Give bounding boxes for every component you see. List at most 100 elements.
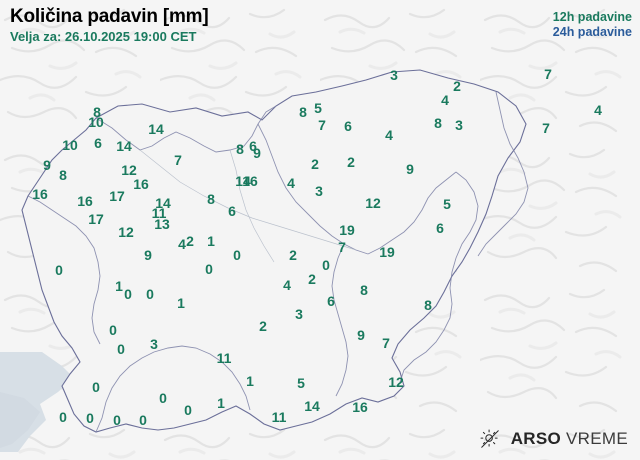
station-value: 14	[155, 195, 171, 211]
station-value: 8	[434, 115, 442, 131]
station-value: 0	[109, 322, 117, 338]
station-value: 3	[295, 306, 303, 322]
station-value: 0	[86, 410, 94, 426]
station-value: 17	[109, 188, 125, 204]
station-value: 7	[382, 335, 390, 351]
station-value: 4	[441, 92, 449, 108]
station-value: 16	[133, 176, 149, 192]
station-value: 5	[443, 196, 451, 212]
map-header: Količina padavin [mm] Velja za: 26.10.20…	[10, 6, 209, 45]
station-value: 7	[318, 117, 326, 133]
station-value: 6	[327, 293, 335, 309]
station-value: 4	[283, 277, 291, 293]
station-value: 14	[304, 398, 320, 414]
station-value: 2	[186, 233, 194, 249]
station-value: 8	[236, 141, 244, 157]
station-value: 1	[177, 295, 185, 311]
slovenia-border	[21, 69, 527, 433]
station-value: 9	[144, 247, 152, 263]
station-value: 6	[228, 203, 236, 219]
station-value: 16	[352, 399, 368, 415]
station-value: 9	[357, 327, 365, 343]
station-value: 2	[347, 154, 355, 170]
station-value: 4	[385, 127, 393, 143]
station-value: 9	[253, 145, 261, 161]
internal-borders	[27, 91, 529, 433]
station-value: 0	[113, 412, 121, 428]
station-value: 10	[62, 137, 78, 153]
station-value: 8	[59, 167, 67, 183]
station-value: 16	[242, 173, 258, 189]
station-value: 16	[77, 193, 93, 209]
legend: 12h padavine 24h padavine	[553, 10, 632, 40]
station-value: 8	[424, 297, 432, 313]
station-value: 0	[139, 412, 147, 428]
sun-cloud-icon	[480, 429, 499, 448]
station-value: 17	[88, 211, 104, 227]
brand-suffix: VREME	[561, 429, 628, 448]
station-value: 13	[154, 216, 170, 232]
legend-item-12h: 12h padavine	[552, 10, 632, 24]
brand-name: ARSO	[510, 429, 562, 448]
station-value: 11	[216, 350, 232, 366]
station-value: 9	[406, 161, 414, 177]
brand-text: ARSO VREME	[511, 429, 628, 449]
station-value: 6	[344, 118, 352, 134]
station-value: 1	[207, 233, 215, 249]
station-value: 2	[259, 318, 267, 334]
station-value: 8	[93, 104, 101, 120]
station-value: 12	[121, 162, 137, 178]
station-value: 10	[88, 114, 104, 130]
station-value: 1	[246, 373, 254, 389]
arso-brand: ARSO VREME	[479, 428, 628, 450]
station-value: 14	[148, 121, 164, 137]
station-value: 0	[92, 379, 100, 395]
legend-item-24h: 24h padavine	[552, 25, 632, 39]
station-value: 19	[339, 222, 355, 238]
station-value: 9	[43, 157, 51, 173]
station-value: 8	[207, 191, 215, 207]
station-value: 5	[297, 375, 305, 391]
station-value: 3	[150, 336, 158, 352]
station-value: 19	[379, 244, 395, 260]
valid-time-label: Velja za: 26.10.2025 19:00 CET	[10, 29, 197, 44]
station-value: 12	[365, 195, 381, 211]
station-value: 0	[184, 402, 192, 418]
station-value: 1	[217, 395, 225, 411]
station-value: 3	[315, 183, 323, 199]
station-value: 0	[322, 257, 330, 273]
station-value: 7	[338, 239, 346, 255]
station-value: 3	[390, 67, 398, 83]
sea-shading	[0, 392, 40, 448]
station-value: 8	[360, 282, 368, 298]
station-value: 0	[233, 247, 241, 263]
station-value: 7	[544, 66, 552, 82]
station-value: 7	[542, 120, 550, 136]
station-value: 0	[159, 390, 167, 406]
station-value: 2	[311, 156, 319, 172]
station-value: 6	[249, 138, 257, 154]
station-value: 2	[453, 78, 461, 94]
station-value: 6	[436, 220, 444, 236]
station-value: 0	[146, 286, 154, 302]
station-value: 4	[287, 175, 295, 191]
station-value: 1	[115, 278, 123, 294]
station-value: 2	[308, 271, 316, 287]
station-value: 0	[124, 286, 132, 302]
station-value: 0	[117, 341, 125, 357]
station-value: 12	[388, 374, 404, 390]
station-value: 11	[271, 409, 287, 425]
station-value: 14	[116, 138, 132, 154]
station-value: 5	[314, 100, 322, 116]
station-value: 3	[455, 117, 463, 133]
station-value: 4	[178, 236, 186, 252]
station-value: 0	[59, 409, 67, 425]
rivers	[139, 149, 357, 263]
station-value: 4	[594, 102, 602, 118]
station-value: 0	[55, 262, 63, 278]
station-value: 12	[118, 224, 134, 240]
station-value: 16	[32, 186, 48, 202]
